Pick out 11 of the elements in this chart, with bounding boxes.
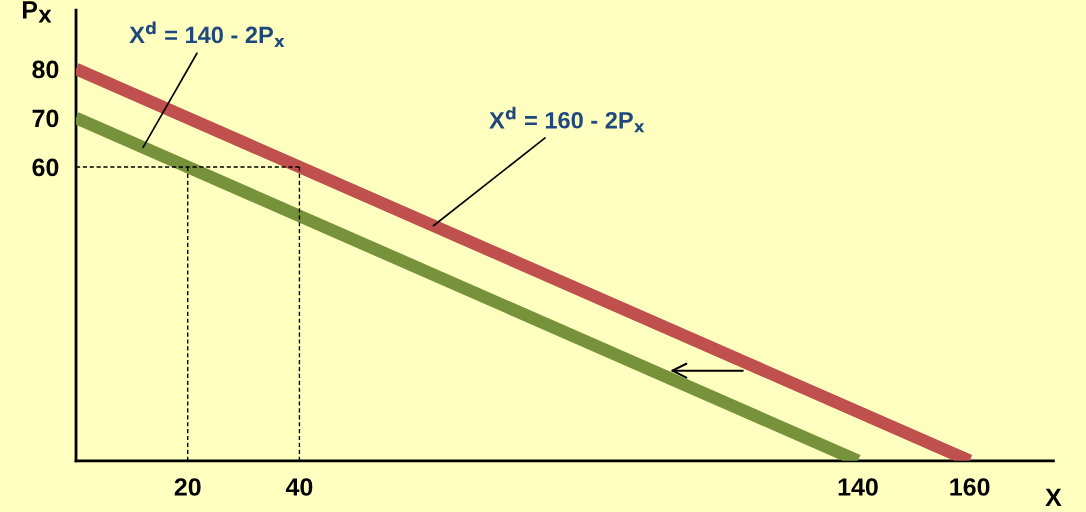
x-axis-title: X — [1045, 488, 1062, 506]
y-tick-label: 60 — [32, 158, 59, 177]
annotation: X$^{d}$ = 140 - 2P$_{x}$ — [129, 21, 285, 47]
x-tick-label: 140 — [838, 478, 878, 496]
x-tick-label: 20 — [174, 478, 201, 496]
x-tick-label: 40 — [285, 478, 313, 496]
y-tick-label: 70 — [32, 109, 59, 128]
y-tick-label: 80 — [32, 60, 59, 79]
x-tick-label: 160 — [950, 478, 990, 496]
annotation: X$^{d}$ = 160 - 2P$_{x}$ — [489, 106, 645, 133]
y-axis-title: P$_{X}$ — [22, 1, 52, 23]
